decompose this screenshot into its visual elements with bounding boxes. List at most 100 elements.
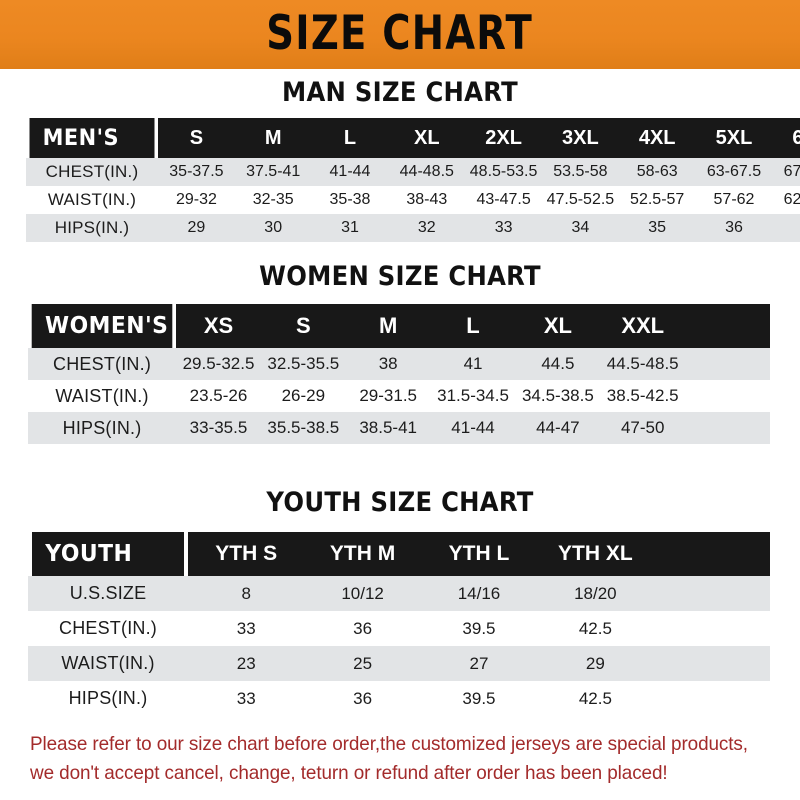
women-header-row: WOMEN'S XS S M L XL XXL (28, 304, 770, 348)
women-corner-label: WOMEN'S (31, 304, 173, 348)
women-waist-m: 29-31.5 (345, 380, 431, 412)
women-row-label-chest: CHEST(IN.) (28, 348, 177, 380)
youth-hips-empty (653, 681, 770, 716)
youth-chest-empty (653, 611, 770, 646)
page-title: SIZE CHART (266, 6, 534, 61)
men-waist-3xl: 47.5-52.5 (541, 186, 619, 214)
women-waist-xl: 34.5-38.5 (515, 380, 601, 412)
youth-waist-m: 25 (304, 646, 421, 681)
men-size-header-s: S (158, 118, 235, 158)
table-row: HIPS(IN.) 33 36 39.5 42.5 (28, 681, 770, 716)
men-hips-6xl: 37 (772, 214, 800, 242)
youth-hips-l: 39.5 (420, 681, 538, 716)
women-section-title: WOMEN SIZE CHART (259, 261, 541, 292)
women-size-header-l: L (430, 304, 516, 348)
men-size-header-2xl: 2XL (465, 118, 542, 158)
men-chest-2xl: 48.5-53.5 (465, 158, 542, 186)
women-hips-xl: 44-47 (515, 412, 601, 444)
men-header-row: MEN'S S M L XL 2XL 3XL 4XL 5XL 6XL (26, 118, 800, 158)
men-chest-4xl: 58-63 (618, 158, 696, 186)
youth-hips-s: 33 (188, 681, 305, 716)
men-waist-m: 32-35 (234, 186, 312, 214)
women-size-header-xs: XS (176, 304, 261, 348)
men-row-label-waist: WAIST(IN.) (26, 186, 158, 214)
order-policy-line-2: we don't accept cancel, change, teturn o… (30, 762, 668, 784)
women-row-label-waist: WAIST(IN.) (28, 380, 177, 412)
youth-size-header-xl: YTH XL (537, 532, 654, 576)
women-waist-empty (685, 380, 770, 412)
men-size-table: MEN'S S M L XL 2XL 3XL 4XL 5XL 6XL CHEST… (26, 118, 800, 242)
women-chest-xxl: 44.5-48.5 (600, 348, 686, 380)
men-corner-label: MEN'S (29, 118, 155, 158)
women-size-header-empty (685, 304, 770, 348)
men-chest-l: 41-44 (311, 158, 389, 186)
women-size-header-m: M (345, 304, 431, 348)
men-size-section: MAN SIZE CHART MEN'S S M L XL 2XL 3XL 4X… (0, 78, 800, 242)
men-row-label-chest: CHEST(IN.) (26, 158, 158, 186)
men-hips-5xl: 36 (695, 214, 773, 242)
youth-chest-l: 39.5 (420, 611, 538, 646)
men-waist-l: 35-38 (311, 186, 389, 214)
men-chest-m: 37.5-41 (234, 158, 312, 186)
youth-hips-m: 36 (304, 681, 421, 716)
men-hips-m: 30 (234, 214, 312, 242)
women-chest-xs: 29.5-32.5 (176, 348, 261, 380)
men-size-header-3xl: 3XL (541, 118, 619, 158)
table-row: WAIST(IN.) 23 25 27 29 (28, 646, 770, 681)
men-waist-s: 29-32 (158, 186, 235, 214)
youth-size-section: YOUTH SIZE CHART YOUTH YTH S YTH M YTH L… (0, 488, 800, 716)
table-row: U.S.SIZE 8 10/12 14/16 18/20 (28, 576, 770, 611)
table-row: WAIST(IN.) 29-32 32-35 35-38 38-43 43-47… (26, 186, 800, 214)
men-waist-2xl: 43-47.5 (465, 186, 542, 214)
table-row: CHEST(IN.) 29.5-32.5 32.5-35.5 38 41 44.… (28, 348, 770, 380)
women-hips-s: 35.5-38.5 (260, 412, 346, 444)
youth-row-label-us-size: U.S.SIZE (28, 576, 188, 611)
table-row: HIPS(IN.) 29 30 31 32 33 34 35 36 37 (26, 214, 800, 242)
men-chest-5xl: 63-67.5 (695, 158, 773, 186)
men-size-header-4xl: 4XL (618, 118, 696, 158)
women-chest-s: 32.5-35.5 (260, 348, 346, 380)
women-chest-m: 38 (345, 348, 431, 380)
youth-waist-empty (653, 646, 770, 681)
men-size-header-xl: XL (388, 118, 466, 158)
youth-us-size-s: 8 (188, 576, 305, 611)
youth-us-size-m: 10/12 (304, 576, 421, 611)
women-size-header-xl: XL (515, 304, 601, 348)
women-hips-m: 38.5-41 (345, 412, 431, 444)
youth-row-label-hips: HIPS(IN.) (28, 681, 188, 716)
women-waist-xxl: 38.5-42.5 (600, 380, 686, 412)
youth-corner-label: YOUTH (32, 532, 184, 576)
order-policy-notice: Please refer to our size chart before or… (30, 730, 756, 788)
men-chest-3xl: 53.5-58 (541, 158, 619, 186)
men-size-header-6xl: 6XL (772, 118, 800, 158)
men-size-header-5xl: 5XL (695, 118, 773, 158)
women-chest-xl: 44.5 (515, 348, 601, 380)
table-row: HIPS(IN.) 33-35.5 35.5-38.5 38.5-41 41-4… (28, 412, 770, 444)
men-hips-s: 29 (158, 214, 235, 242)
women-chest-empty (685, 348, 770, 380)
men-waist-6xl: 62-66.5 (772, 186, 800, 214)
women-hips-xs: 33-35.5 (176, 412, 261, 444)
youth-waist-l: 27 (420, 646, 538, 681)
women-size-section: WOMEN SIZE CHART WOMEN'S XS S M L XL XXL… (0, 262, 800, 444)
men-hips-xl: 32 (388, 214, 466, 242)
men-chest-s: 35-37.5 (158, 158, 235, 186)
women-waist-l: 31.5-34.5 (430, 380, 516, 412)
youth-size-header-m: YTH M (304, 532, 421, 576)
youth-size-table: YOUTH YTH S YTH M YTH L YTH XL U.S.SIZE … (28, 532, 770, 716)
women-size-header-xxl: XXL (600, 304, 686, 348)
men-size-header-m: M (234, 118, 312, 158)
youth-us-size-xl: 18/20 (537, 576, 654, 611)
table-row: WAIST(IN.) 23.5-26 26-29 29-31.5 31.5-34… (28, 380, 770, 412)
women-waist-s: 26-29 (260, 380, 346, 412)
women-hips-empty (685, 412, 770, 444)
table-row: CHEST(IN.) 35-37.5 37.5-41 41-44 44-48.5… (26, 158, 800, 186)
men-hips-4xl: 35 (618, 214, 696, 242)
table-row: CHEST(IN.) 33 36 39.5 42.5 (28, 611, 770, 646)
youth-hips-xl: 42.5 (537, 681, 654, 716)
men-size-header-l: L (311, 118, 389, 158)
men-waist-xl: 38-43 (388, 186, 466, 214)
men-hips-3xl: 34 (541, 214, 619, 242)
women-size-header-s: S (260, 304, 346, 348)
